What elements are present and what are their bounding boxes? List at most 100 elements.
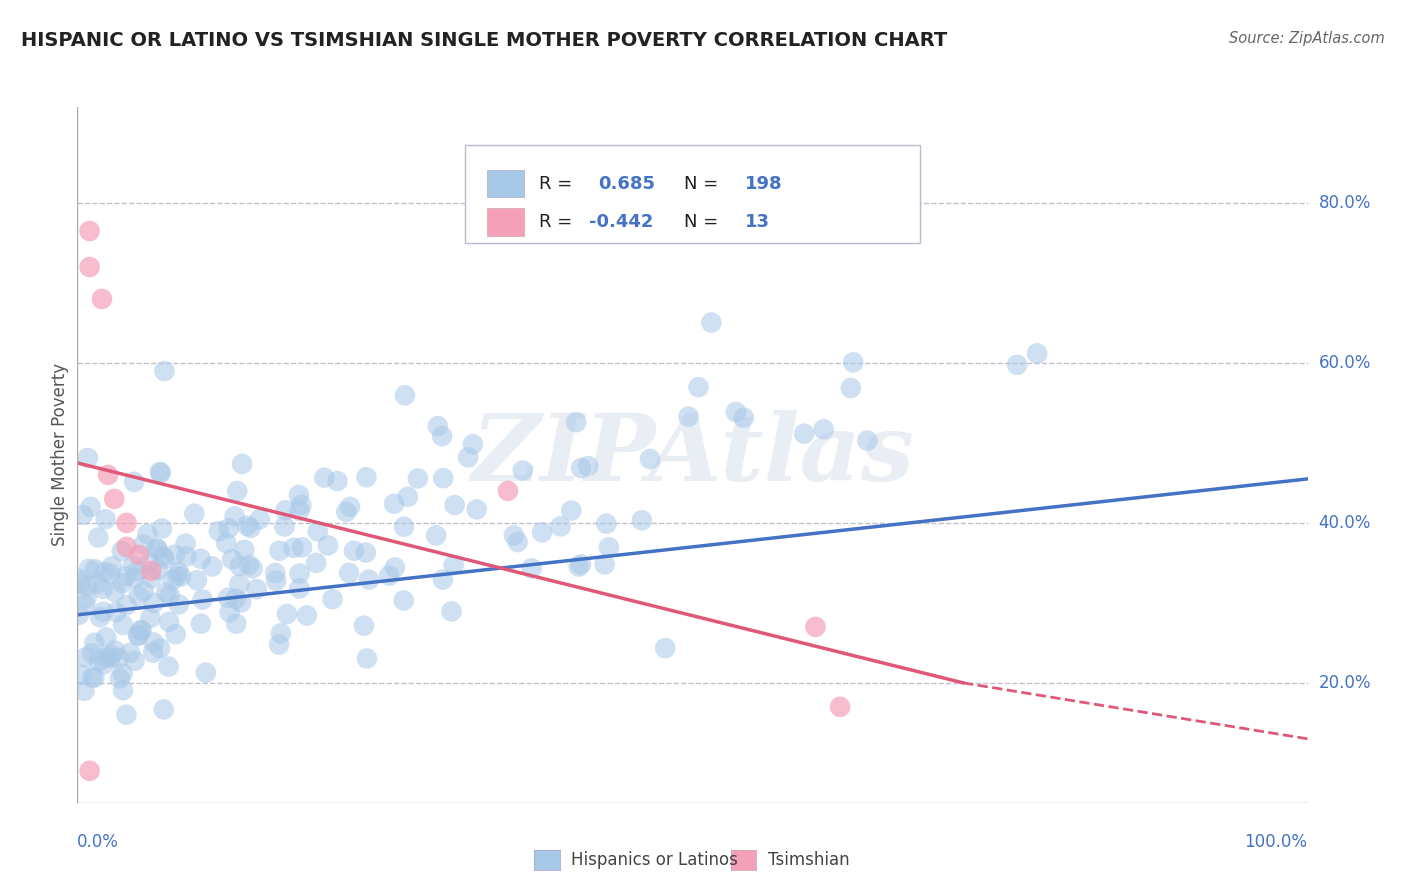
Point <box>174 537 197 551</box>
Point <box>84 562 107 576</box>
Point <box>724 405 747 419</box>
Point <box>276 607 298 621</box>
Point <box>104 585 127 599</box>
Point <box>396 490 419 504</box>
Point <box>91 605 114 619</box>
Point <box>163 548 186 562</box>
Point <box>228 577 250 591</box>
Point <box>146 542 169 557</box>
Point <box>120 646 142 660</box>
Point <box>91 582 114 596</box>
Point <box>87 654 110 668</box>
Point <box>208 524 231 538</box>
Point <box>631 513 654 527</box>
Point <box>239 521 262 535</box>
Point <box>98 566 121 581</box>
Point <box>162 573 184 587</box>
Text: R =: R = <box>538 213 578 231</box>
Point <box>638 452 661 467</box>
Point <box>90 292 114 306</box>
Point <box>72 508 94 522</box>
Point <box>155 585 177 599</box>
Point <box>94 650 117 665</box>
Point <box>353 618 375 632</box>
Point <box>101 559 124 574</box>
Point <box>443 498 465 512</box>
Point <box>124 571 146 585</box>
Point <box>80 646 103 660</box>
Point <box>149 641 172 656</box>
Point <box>108 672 131 686</box>
Point <box>432 573 454 587</box>
Point <box>322 592 344 607</box>
Point <box>290 498 312 512</box>
Point <box>246 582 269 597</box>
Point <box>502 528 524 542</box>
Point <box>598 541 620 555</box>
Point <box>217 591 239 605</box>
Point <box>107 651 129 665</box>
Point <box>430 429 453 443</box>
Point <box>75 598 97 612</box>
Point <box>122 475 145 489</box>
Point <box>142 596 165 610</box>
Point <box>142 635 165 649</box>
Point <box>530 525 553 540</box>
Point <box>70 576 93 591</box>
Point <box>550 519 572 533</box>
Point <box>128 628 150 642</box>
Point <box>79 764 101 778</box>
Point <box>224 509 246 524</box>
Point <box>316 538 339 552</box>
Point <box>152 549 174 564</box>
Point <box>132 537 155 551</box>
Text: Tsimshian: Tsimshian <box>768 851 849 869</box>
Point <box>593 558 616 572</box>
Point <box>76 450 98 465</box>
Point <box>343 543 366 558</box>
Point <box>839 381 862 395</box>
Point <box>465 502 488 516</box>
Bar <box>486 169 524 197</box>
Text: Source: ZipAtlas.com: Source: ZipAtlas.com <box>1229 31 1385 46</box>
Point <box>79 224 101 238</box>
Point <box>595 516 617 531</box>
Point <box>394 388 416 402</box>
Point <box>236 518 259 533</box>
Point <box>512 463 534 477</box>
Point <box>131 624 153 638</box>
Point <box>218 605 240 619</box>
Point <box>242 561 264 575</box>
Point <box>506 535 529 549</box>
Point <box>146 563 169 577</box>
Point <box>569 558 592 572</box>
Point <box>104 643 127 657</box>
Point <box>153 551 176 566</box>
FancyBboxPatch shape <box>465 145 920 243</box>
Point <box>152 702 174 716</box>
Point <box>129 624 152 638</box>
Point <box>191 592 214 607</box>
Point <box>842 355 865 369</box>
Point <box>326 474 349 488</box>
Point <box>249 512 271 526</box>
Point <box>700 316 723 330</box>
Point <box>93 566 115 580</box>
Point <box>229 595 252 609</box>
Point <box>335 505 357 519</box>
Point <box>190 616 212 631</box>
Point <box>273 519 295 533</box>
Text: 198: 198 <box>745 175 783 193</box>
Point <box>87 576 110 591</box>
Point <box>127 628 149 642</box>
Point <box>167 598 190 612</box>
Point <box>157 615 180 629</box>
Point <box>225 591 247 606</box>
Text: 0.0%: 0.0% <box>77 833 120 851</box>
Point <box>305 556 328 570</box>
Point <box>233 542 256 557</box>
Text: -0.442: -0.442 <box>589 213 654 231</box>
Point <box>67 572 90 586</box>
Point <box>654 641 676 656</box>
Point <box>221 552 243 566</box>
